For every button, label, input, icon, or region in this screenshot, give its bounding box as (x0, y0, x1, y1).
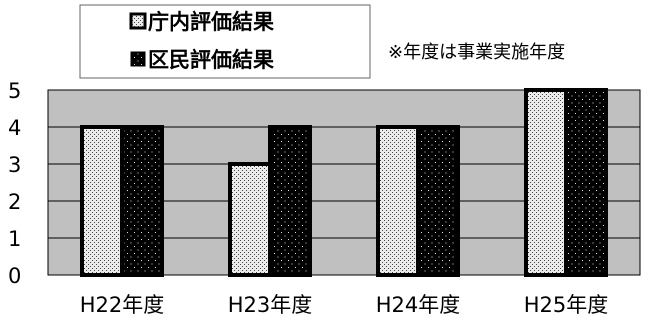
fiscal-year-note: ※年度は事業実施年度 (388, 42, 565, 63)
x-tick-label: H22年度 (80, 293, 165, 317)
legend: 庁内評価結果 区民評価結果 (79, 4, 371, 79)
legend-label-series-1: 庁内評価結果 (148, 10, 274, 34)
legend-swatch-series-1 (129, 12, 147, 30)
y-tick-label: 2 (8, 190, 21, 214)
bar-series-1-3 (376, 125, 420, 277)
x-axis-ticks: H22年度 H23年度 H24年度 H25年度 (80, 293, 609, 317)
bar-series-1-4 (524, 88, 568, 277)
y-tick-label: 3 (8, 153, 21, 177)
x-tick-label: H23年度 (228, 293, 313, 317)
bar-series-2-2 (268, 125, 312, 277)
legend-label-series-2: 区民評価結果 (148, 48, 274, 72)
legend-swatch-series-2 (130, 51, 146, 67)
y-tick-label: 5 (8, 79, 21, 103)
legend-box (79, 4, 371, 79)
bar-series-2-1 (120, 125, 164, 277)
y-tick-label: 4 (8, 116, 21, 140)
x-tick-label: H24年度 (376, 293, 461, 317)
bars (80, 88, 608, 277)
y-axis-ticks: 0 1 2 3 4 5 (8, 79, 21, 288)
bar-series-1-1 (80, 125, 124, 277)
bar-series-1-2 (228, 162, 272, 277)
bar-series-2-3 (416, 125, 460, 277)
bar-series-2-4 (564, 88, 608, 277)
x-tick-label: H25年度 (524, 293, 609, 317)
y-tick-label: 1 (8, 227, 21, 251)
y-tick-label: 0 (8, 264, 21, 288)
